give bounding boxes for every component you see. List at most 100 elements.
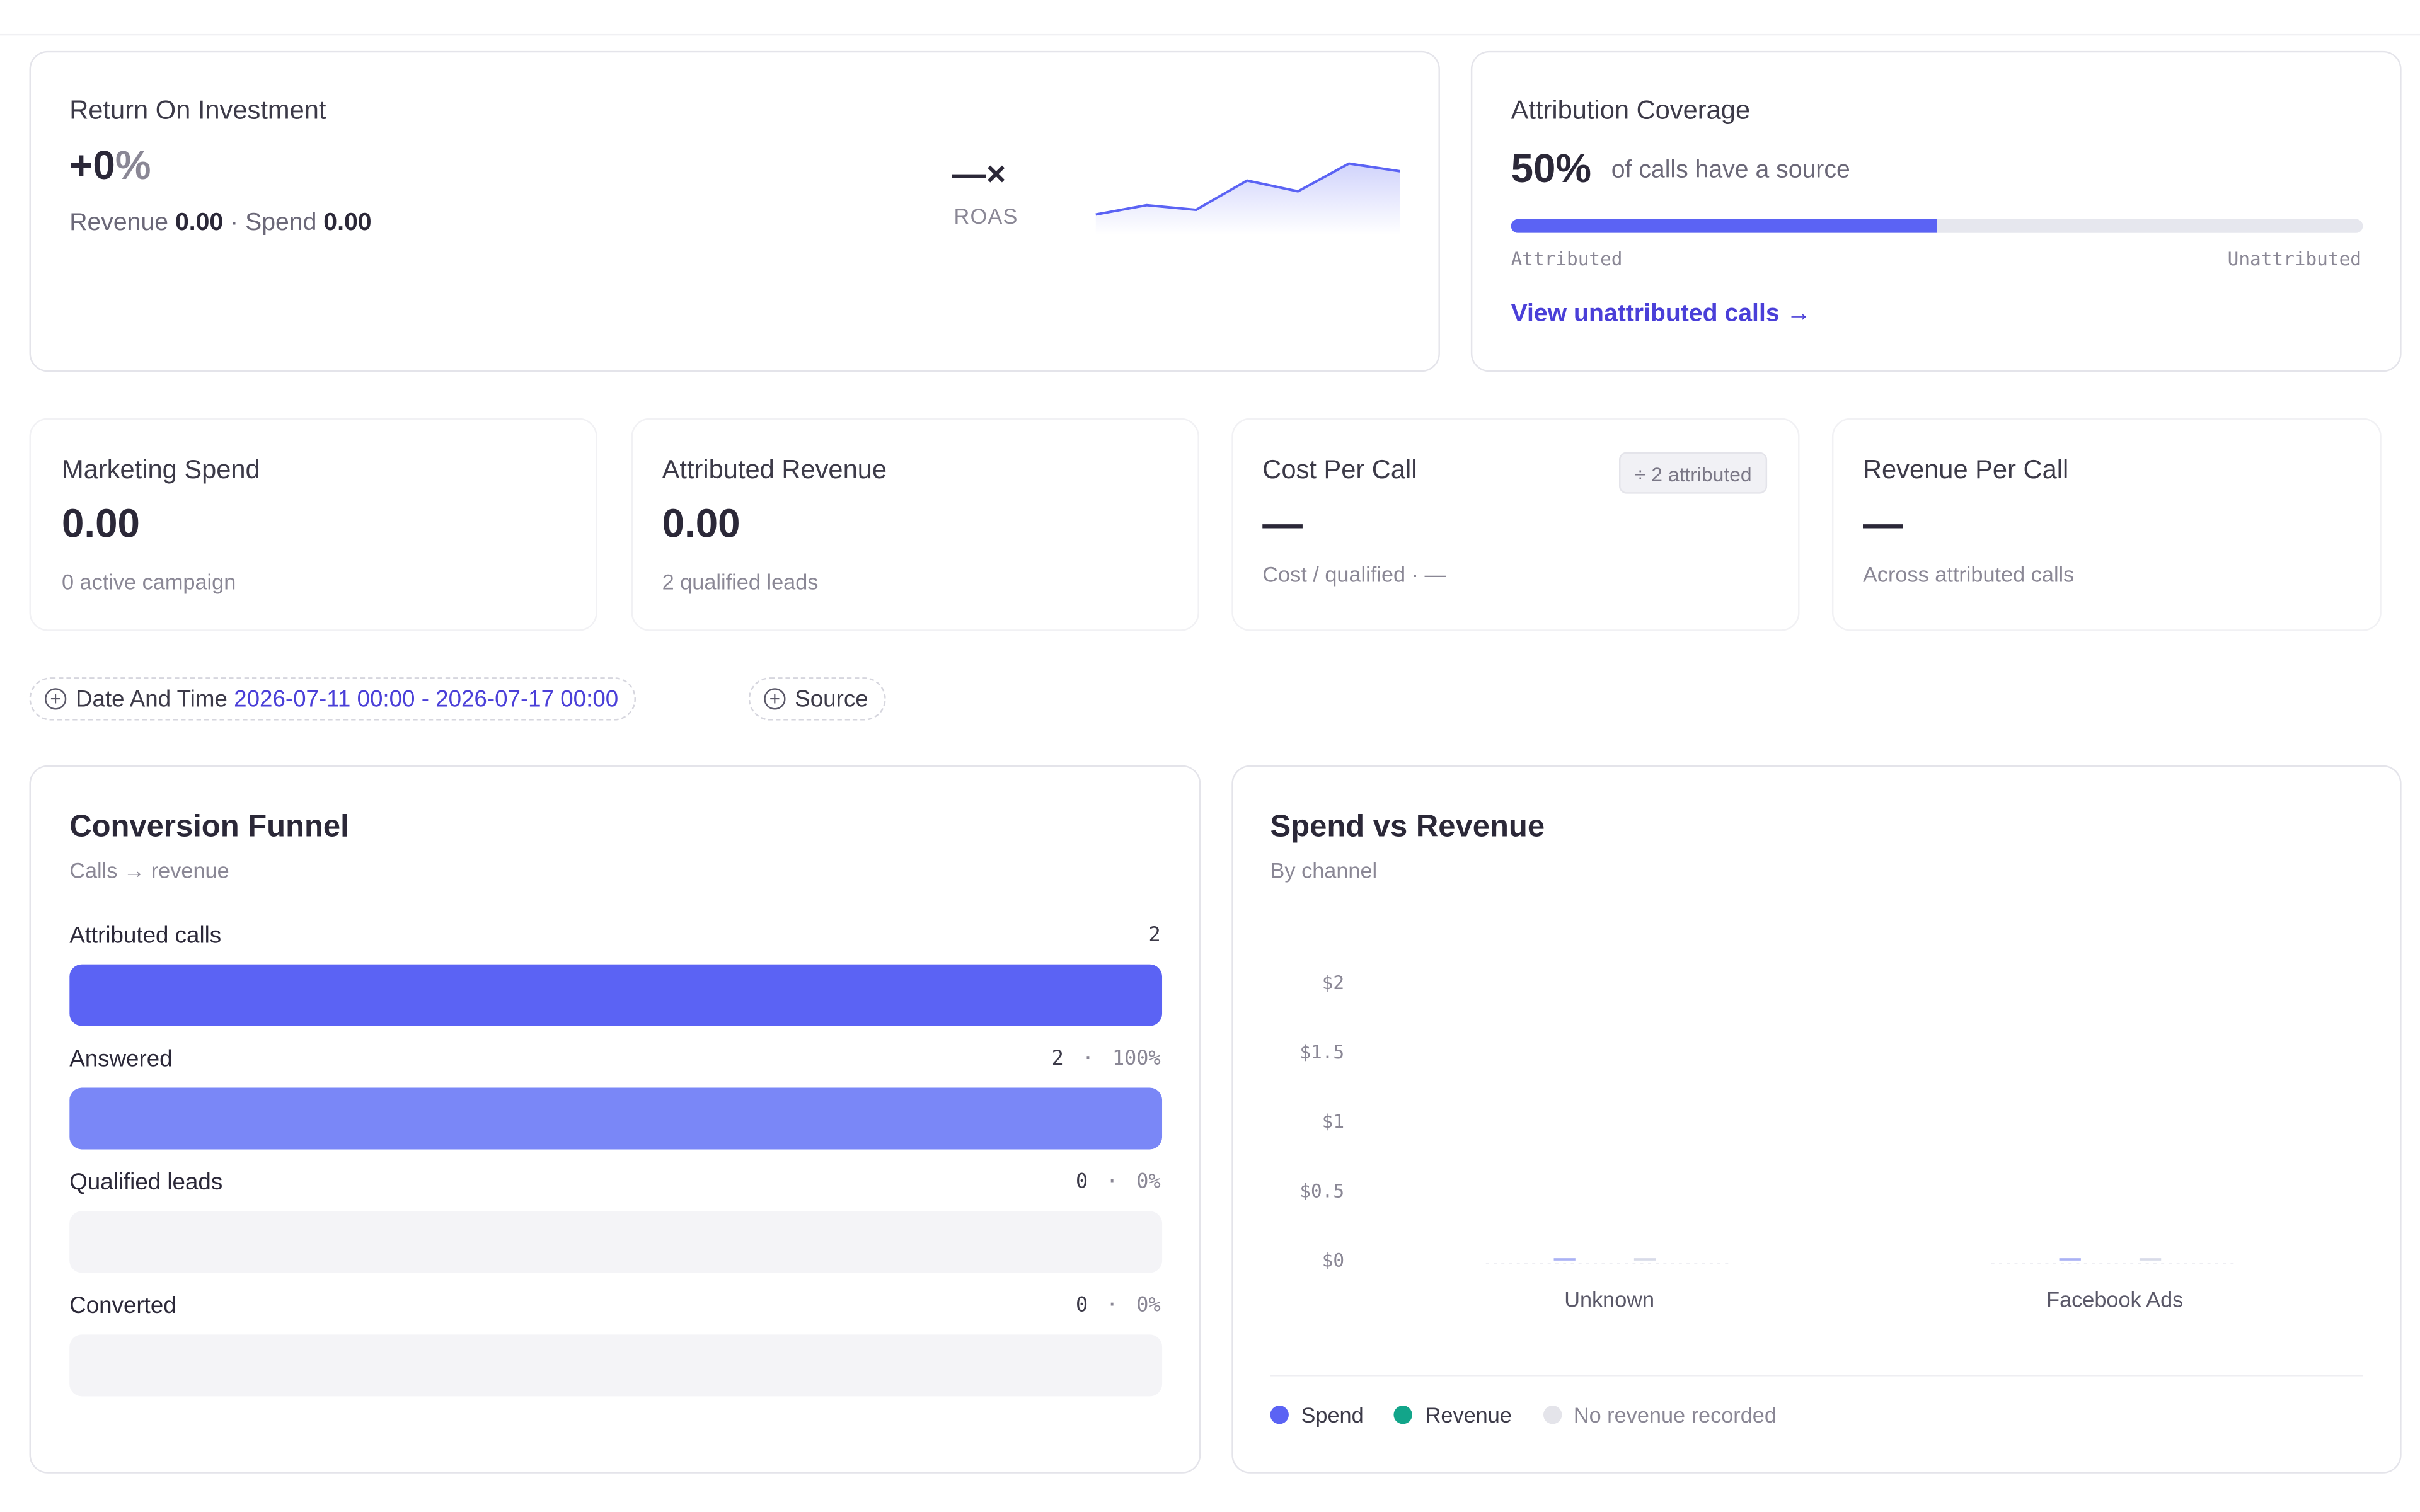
legend-label: Spend bbox=[1301, 1402, 1364, 1428]
kpi-cost-per-call: Cost Per Call ÷ 2 attributed — Cost / qu… bbox=[1231, 418, 1800, 631]
funnel-stage-pct: 0% bbox=[1136, 1294, 1161, 1318]
kpi-title: Attributed Revenue bbox=[662, 455, 887, 484]
funnel-stage-dot: · bbox=[1081, 1047, 1094, 1071]
funnel-stage-count-value: 0 bbox=[1076, 1294, 1088, 1318]
x-tick-label: Unknown bbox=[1564, 1288, 1654, 1312]
legend-dot-icon bbox=[1542, 1406, 1562, 1424]
funnel-stage-count-value: 2 bbox=[1051, 1047, 1064, 1071]
funnel-stage-label: Qualified leads bbox=[69, 1169, 223, 1196]
roi-sparkline bbox=[1095, 162, 1400, 235]
funnel-stage-count: 2 · 100% bbox=[1052, 1048, 1161, 1071]
kpi-sub: Across attributed calls bbox=[1862, 561, 2075, 587]
y-tick-label: $0 bbox=[1322, 1250, 1344, 1271]
coverage-caption: of calls have a source bbox=[1611, 157, 1850, 184]
roas-value: —× bbox=[952, 154, 1006, 193]
funnel-stage-label: Converted bbox=[69, 1293, 176, 1319]
bar-spend[interactable] bbox=[2059, 1258, 2081, 1261]
funnel-stage-bar bbox=[69, 1211, 1163, 1273]
plus-circle-icon: + bbox=[764, 688, 786, 710]
roi-spend-label: Spend bbox=[245, 210, 317, 236]
coverage-bar-fill bbox=[1511, 219, 1937, 233]
kpi-sub: Cost / qualified · — bbox=[1262, 561, 1446, 587]
roi-breakdown: Revenue 0.00 · Spend 0.00 bbox=[69, 210, 371, 238]
legend-item: Spend bbox=[1270, 1402, 1364, 1427]
roas-label: ROAS bbox=[954, 203, 1018, 229]
coverage-attributed-label: Attributed bbox=[1511, 248, 1623, 270]
roi-card: Return On Investment +0% Revenue 0.00 · … bbox=[29, 50, 1440, 372]
kpi-marketing-spend: Marketing Spend 0.00 0 active campaign bbox=[29, 418, 597, 631]
kpi-title: Cost Per Call bbox=[1262, 455, 1417, 484]
funnel-stage-count: 2 bbox=[1148, 924, 1160, 948]
kpi-sub: 2 qualified leads bbox=[662, 569, 819, 594]
source-filter-chip[interactable]: + Source bbox=[748, 677, 885, 721]
legend-dot-icon bbox=[1270, 1406, 1289, 1424]
y-tick-label: $0.5 bbox=[1299, 1180, 1344, 1201]
funnel-stage-count-value: 2 bbox=[1148, 924, 1161, 948]
coverage-title: Attribution Coverage bbox=[1511, 95, 1751, 125]
kpi-attributed-revenue: Attributed Revenue 0.00 2 qualified lead… bbox=[631, 418, 1199, 631]
funnel-stage-bar bbox=[69, 1334, 1163, 1397]
chart-title: Spend vs Revenue bbox=[1270, 810, 1545, 844]
legend-item: No revenue recorded bbox=[1542, 1402, 1777, 1428]
funnel-stage-pct: 100% bbox=[1112, 1047, 1161, 1071]
funnel-stage-label: Attributed calls bbox=[69, 922, 222, 949]
kpi-badge: ÷ 2 attributed bbox=[1619, 452, 1768, 494]
funnel-stage-count: 0 · 0% bbox=[1076, 1171, 1161, 1194]
roi-value-suffix: % bbox=[115, 142, 151, 188]
funnel-stage-dot: · bbox=[1106, 1294, 1119, 1318]
kpi-value: — bbox=[1262, 500, 1303, 546]
funnel-stage-count-value: 0 bbox=[1076, 1171, 1088, 1194]
source-filter-label: Source bbox=[795, 685, 868, 713]
top-divider bbox=[0, 33, 2420, 36]
date-filter-label: Date And Time bbox=[76, 685, 228, 713]
coverage-bar bbox=[1511, 219, 2363, 233]
funnel-stage-bar-fill bbox=[69, 1087, 1163, 1150]
roi-spend-value: 0.00 bbox=[323, 210, 372, 236]
funnel-stage-label: Answered bbox=[69, 1046, 173, 1073]
bar-revenue[interactable] bbox=[2139, 1258, 2162, 1261]
date-filter-chip[interactable]: + Date And Time 2026-07-11 00:00 - 2026-… bbox=[29, 677, 636, 721]
funnel-subtitle: Calls → revenue bbox=[69, 857, 229, 883]
legend-dot-icon bbox=[1394, 1406, 1414, 1424]
chart-legend: Spend Revenue No revenue recorded bbox=[1270, 1402, 1777, 1427]
roi-value: +0% bbox=[69, 142, 151, 190]
coverage-card: Attribution Coverage 50% of calls have a… bbox=[1470, 50, 2402, 372]
kpi-revenue-per-call: Revenue Per Call — Across attributed cal… bbox=[1831, 418, 2382, 631]
kpi-value: — bbox=[1862, 500, 1903, 546]
spend-revenue-chart: $2 $1.5 $1 $0.5 $0 Unknown Facebook Ads bbox=[1299, 972, 2238, 1312]
spend-vs-revenue-card: Spend vs Revenue By channel $2 $1.5 $1 $0.5… bbox=[1231, 765, 2402, 1474]
legend-label: Revenue bbox=[1425, 1402, 1512, 1428]
funnel-title: Conversion Funnel bbox=[69, 810, 349, 844]
y-tick-label: $1.5 bbox=[1299, 1041, 1344, 1063]
conversion-funnel-card: Conversion Funnel Calls → revenue Attrib… bbox=[29, 765, 1201, 1474]
coverage-value: 50% bbox=[1511, 145, 1592, 192]
chart-subtitle: By channel bbox=[1270, 857, 1378, 883]
plus-circle-icon: + bbox=[45, 688, 67, 710]
roi-separator: · bbox=[230, 210, 239, 236]
roi-revenue-value: 0.00 bbox=[175, 210, 224, 236]
y-tick-label: $1 bbox=[1322, 1111, 1344, 1132]
y-tick-label: $2 bbox=[1322, 972, 1344, 994]
kpi-value: 0.00 bbox=[662, 500, 740, 546]
funnel-stage-count: 0 · 0% bbox=[1076, 1295, 1161, 1318]
kpi-sub: 0 active campaign bbox=[61, 569, 236, 594]
coverage-unattributed-label: Unattributed bbox=[2227, 248, 2361, 270]
chart-legend-divider bbox=[1270, 1375, 2363, 1377]
funnel-stage-bar-fill bbox=[69, 964, 1163, 1026]
legend-label: No revenue recorded bbox=[1573, 1402, 1777, 1428]
funnel-stage-dot: · bbox=[1106, 1171, 1119, 1194]
funnel-stage-pct: 0% bbox=[1136, 1171, 1161, 1194]
legend-item: Revenue bbox=[1394, 1402, 1512, 1428]
kpi-value: 0.00 bbox=[61, 500, 140, 546]
roi-title: Return On Investment bbox=[69, 95, 326, 125]
roi-revenue-label: Revenue bbox=[69, 210, 169, 236]
funnel-stage-bar bbox=[69, 1087, 1163, 1150]
x-tick-label: Facebook Ads bbox=[2046, 1288, 2183, 1312]
view-unattributed-link[interactable]: View unattributed calls → bbox=[1511, 301, 1811, 328]
roi-value-number: +0 bbox=[69, 142, 115, 188]
kpi-title: Marketing Spend bbox=[61, 455, 260, 484]
bar-spend[interactable] bbox=[1553, 1258, 1576, 1261]
bar-revenue[interactable] bbox=[1634, 1258, 1656, 1261]
date-filter-value: 2026-07-11 00:00 - 2026-07-17 00:00 bbox=[234, 685, 619, 713]
